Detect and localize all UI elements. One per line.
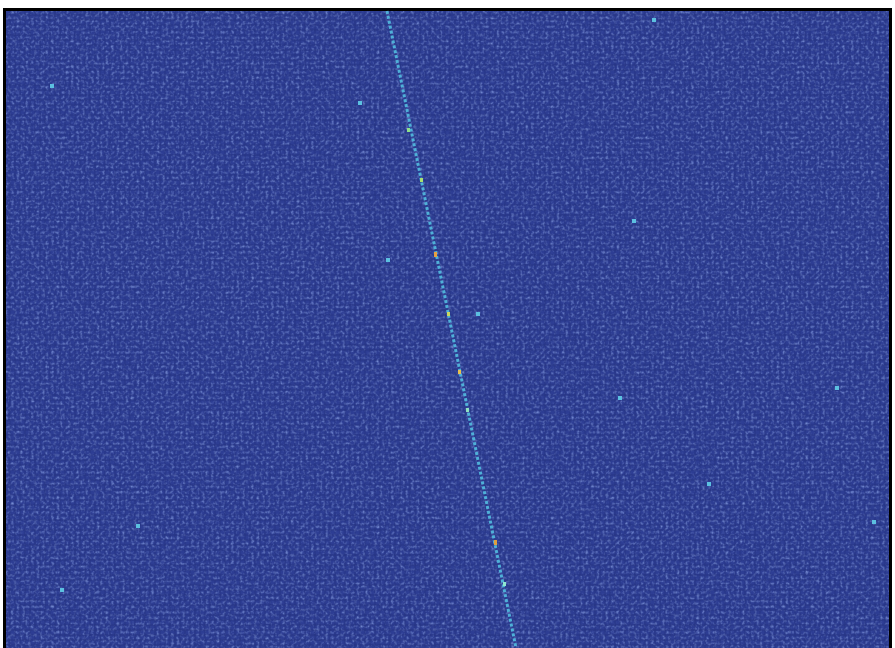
pixel [358, 101, 362, 105]
pixel [632, 219, 636, 223]
highlight [494, 540, 497, 545]
pixel-grid [6, 11, 889, 648]
pixel [707, 482, 711, 486]
highlight [466, 408, 469, 412]
pixel [652, 18, 656, 22]
page [0, 0, 895, 648]
pixel [872, 520, 876, 524]
highlight [420, 178, 423, 182]
highlight [447, 312, 450, 316]
pixel [50, 84, 54, 88]
highlight [434, 252, 437, 257]
waterfall-image [0, 0, 895, 648]
pixel [60, 588, 64, 592]
pixel [386, 258, 390, 262]
pixel [476, 312, 480, 316]
pixel [136, 524, 140, 528]
highlight [503, 582, 506, 586]
highlight [458, 370, 461, 374]
highlight [407, 128, 410, 132]
pixel [618, 396, 622, 400]
pixel [835, 386, 839, 390]
